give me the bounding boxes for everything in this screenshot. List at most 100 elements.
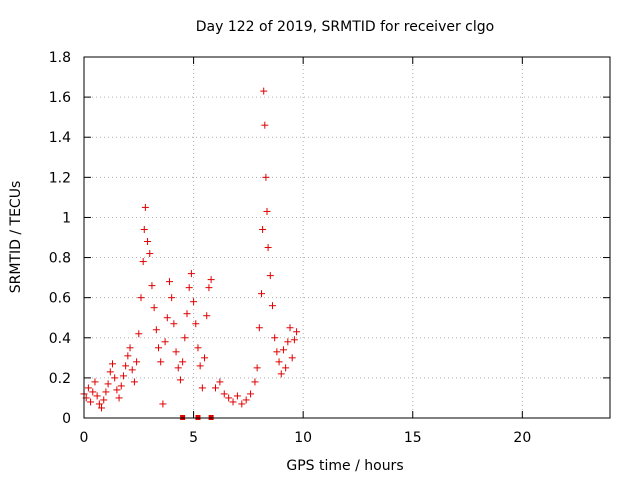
data-point bbox=[98, 404, 106, 412]
data-point bbox=[271, 334, 279, 342]
data-points bbox=[80, 87, 301, 412]
y-tick-label: 0.2 bbox=[49, 371, 71, 387]
x-tick-label: 15 bbox=[404, 430, 422, 446]
data-point bbox=[181, 334, 189, 342]
data-point bbox=[183, 310, 191, 318]
data-point bbox=[126, 344, 134, 352]
data-point bbox=[141, 203, 149, 211]
data-point bbox=[150, 304, 158, 312]
data-point bbox=[106, 368, 114, 376]
data-point bbox=[122, 362, 130, 370]
data-point bbox=[277, 370, 285, 378]
data-point bbox=[290, 336, 298, 344]
data-point bbox=[119, 372, 127, 380]
data-point bbox=[284, 338, 292, 346]
y-tick-label: 1.4 bbox=[49, 130, 71, 146]
data-point bbox=[135, 330, 143, 338]
data-point bbox=[255, 324, 263, 332]
data-point bbox=[261, 121, 269, 129]
data-point bbox=[95, 400, 103, 408]
data-point bbox=[111, 374, 119, 382]
data-point bbox=[258, 290, 266, 298]
data-point bbox=[163, 314, 171, 322]
data-point bbox=[207, 276, 215, 284]
data-point bbox=[168, 294, 176, 302]
data-point bbox=[273, 348, 281, 356]
data-point bbox=[161, 338, 169, 346]
data-point bbox=[148, 282, 156, 290]
data-point bbox=[196, 362, 204, 370]
data-point bbox=[93, 392, 101, 400]
data-point bbox=[198, 384, 206, 392]
grid bbox=[84, 57, 610, 418]
data-point bbox=[140, 225, 148, 233]
data-point bbox=[264, 244, 272, 252]
y-tick-label: 1.6 bbox=[49, 90, 71, 106]
data-point bbox=[144, 238, 152, 246]
data-point bbox=[212, 384, 219, 392]
data-point bbox=[233, 392, 241, 400]
data-point bbox=[251, 378, 259, 386]
data-point bbox=[288, 354, 296, 362]
y-tick-label: 0.6 bbox=[49, 291, 71, 307]
data-point bbox=[165, 278, 173, 286]
data-point bbox=[279, 346, 287, 354]
data-point bbox=[216, 378, 224, 386]
data-point bbox=[263, 207, 271, 215]
x-tick-label: 0 bbox=[80, 430, 89, 446]
data-point bbox=[108, 360, 116, 368]
data-point bbox=[174, 364, 182, 372]
data-point bbox=[104, 380, 112, 388]
data-point bbox=[124, 352, 132, 360]
data-point bbox=[91, 378, 99, 386]
data-point bbox=[128, 366, 136, 374]
data-point bbox=[293, 328, 301, 336]
data-point bbox=[262, 173, 270, 181]
data-point bbox=[192, 320, 200, 328]
data-point bbox=[179, 358, 187, 366]
data-point bbox=[170, 320, 178, 328]
data-point bbox=[194, 344, 202, 352]
data-point bbox=[146, 250, 154, 258]
data-point bbox=[187, 270, 195, 278]
data-point bbox=[268, 302, 276, 310]
data-point bbox=[205, 284, 213, 292]
data-point bbox=[157, 358, 165, 366]
data-point bbox=[247, 390, 255, 398]
x-axis-label: GPS time / hours bbox=[286, 458, 403, 474]
data-point bbox=[253, 364, 261, 372]
data-point bbox=[238, 400, 246, 408]
data-point bbox=[117, 382, 125, 390]
data-point bbox=[100, 396, 108, 404]
data-point bbox=[275, 358, 283, 366]
y-axis-label: SRMTID / TECUs bbox=[8, 181, 24, 294]
x-tick-label: 5 bbox=[189, 430, 198, 446]
data-point bbox=[203, 312, 211, 320]
data-point bbox=[185, 284, 193, 292]
y-tick-label: 1.2 bbox=[49, 170, 71, 186]
data-point bbox=[159, 400, 167, 408]
data-point bbox=[87, 398, 95, 406]
data-point bbox=[176, 376, 184, 384]
data-point bbox=[102, 388, 110, 396]
data-point bbox=[115, 394, 123, 402]
plot-frame bbox=[83, 56, 611, 419]
data-point bbox=[155, 344, 163, 352]
x-tick-label: 10 bbox=[294, 430, 312, 446]
y-tick-label: 0.8 bbox=[49, 251, 71, 267]
x-tick-label: 20 bbox=[513, 430, 531, 446]
data-point bbox=[133, 358, 141, 366]
data-point bbox=[139, 258, 147, 266]
data-point bbox=[89, 388, 97, 396]
data-point bbox=[260, 87, 268, 95]
data-point bbox=[229, 398, 237, 406]
y-tick-label: 0.4 bbox=[49, 331, 71, 347]
data-point bbox=[242, 396, 250, 404]
data-point bbox=[266, 272, 274, 280]
data-point bbox=[190, 298, 198, 306]
data-point bbox=[84, 384, 92, 392]
y-tick-label: 0 bbox=[62, 411, 71, 427]
data-point bbox=[137, 294, 145, 302]
data-point bbox=[172, 348, 180, 356]
